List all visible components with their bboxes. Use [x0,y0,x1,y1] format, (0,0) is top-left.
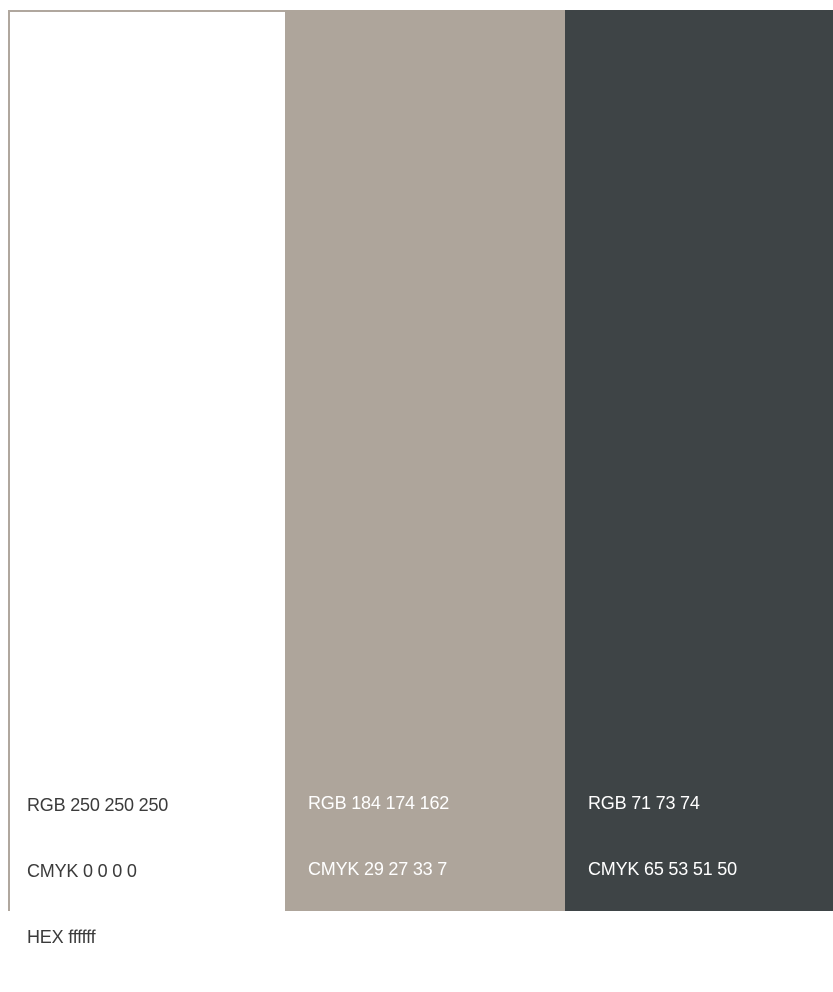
rgb-value: RGB 184 174 162 [308,793,450,813]
swatch-info: RGB 184 174 162 CMYK 29 27 33 7 HEX b8ae… [308,748,449,990]
swatch-info: RGB 250 250 250 CMYK 0 0 0 0 HEX ffffff [27,750,168,992]
cmyk-value: CMYK 29 27 33 7 [308,859,448,879]
swatch-charcoal: RGB 71 73 74 CMYK 65 53 51 50 HEX 47494a [565,10,833,945]
rgb-value: RGB 250 250 250 [27,795,169,815]
color-palette: RGB 250 250 250 CMYK 0 0 0 0 HEX ffffff … [8,10,833,947]
rgb-value: RGB 71 73 74 [588,793,700,813]
swatch-white: RGB 250 250 250 CMYK 0 0 0 0 HEX ffffff [8,10,285,947]
hex-value: HEX ffffff [27,927,96,947]
hex-value: HEX b8aea2 [308,925,409,945]
swatch-info: RGB 71 73 74 CMYK 65 53 51 50 HEX 47494a [588,748,737,990]
hex-value: HEX 47494a [588,925,693,945]
cmyk-value: CMYK 0 0 0 0 [27,861,137,881]
cmyk-value: CMYK 65 53 51 50 [588,859,737,879]
swatch-taupe: RGB 184 174 162 CMYK 29 27 33 7 HEX b8ae… [285,10,565,945]
